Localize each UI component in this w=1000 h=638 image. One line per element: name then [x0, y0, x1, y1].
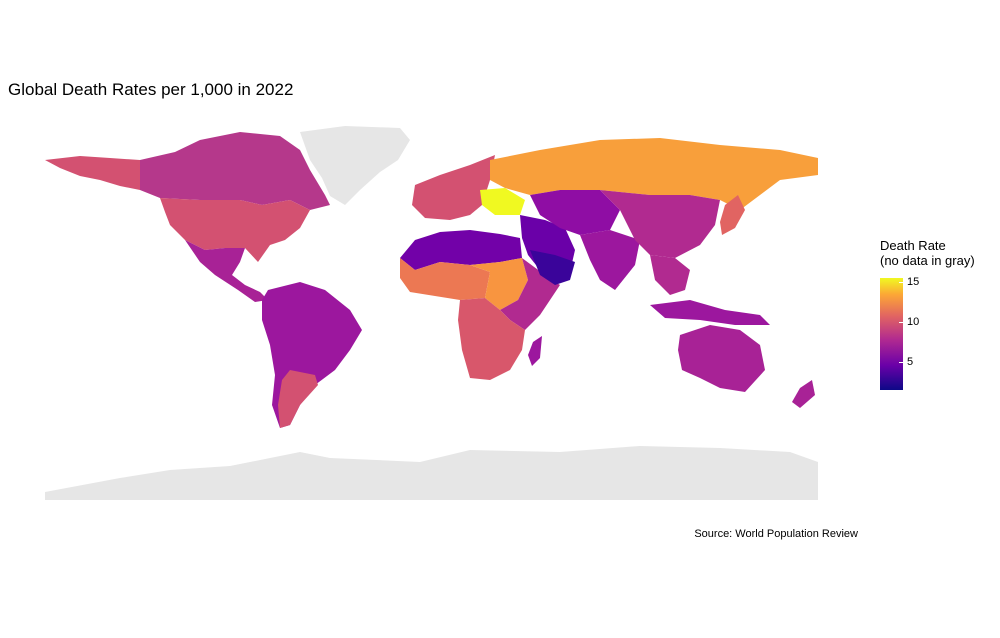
legend-tick-5: 5 — [907, 356, 914, 368]
map-title: Global Death Rates per 1,000 in 2022 — [8, 80, 294, 99]
region-canada — [140, 132, 330, 210]
legend-tickmark-5 — [899, 362, 903, 363]
legend-tickmark-10 — [899, 322, 903, 323]
region-south-america — [262, 282, 362, 428]
legend-title: Death Rate (no data in gray) — [880, 238, 975, 268]
region-southern-africa — [458, 298, 525, 380]
region-madagascar — [528, 336, 542, 366]
region-mexico — [185, 240, 268, 302]
legend-colorbar — [880, 278, 903, 390]
region-southeast-asia — [650, 255, 690, 295]
region-japan — [720, 195, 745, 235]
region-greenland — [300, 126, 410, 205]
region-eastern-europe — [480, 188, 525, 215]
region-arabian-peninsula — [530, 250, 575, 285]
region-usa — [160, 198, 310, 262]
source-caption: Source: World Population Review — [694, 528, 858, 540]
region-central-asia — [530, 190, 620, 235]
legend: Death Rate (no data in gray) 15 10 5 — [880, 238, 990, 390]
region-australia — [678, 325, 765, 392]
region-new-zealand — [792, 380, 815, 408]
legend-tick-10: 10 — [907, 316, 920, 328]
region-central-africa — [470, 258, 528, 310]
region-indonesia — [650, 300, 770, 325]
region-south-asia — [580, 230, 640, 290]
region-north-africa — [400, 230, 522, 270]
legend-tickmark-15 — [899, 282, 903, 283]
region-antarctica — [45, 446, 818, 500]
region-west-africa — [400, 258, 490, 300]
region-europe — [412, 155, 495, 220]
legend-tick-15: 15 — [907, 276, 920, 288]
region-russia — [490, 138, 818, 210]
region-china — [600, 190, 720, 258]
region-alaska — [45, 156, 140, 190]
region-argentina — [278, 370, 318, 428]
